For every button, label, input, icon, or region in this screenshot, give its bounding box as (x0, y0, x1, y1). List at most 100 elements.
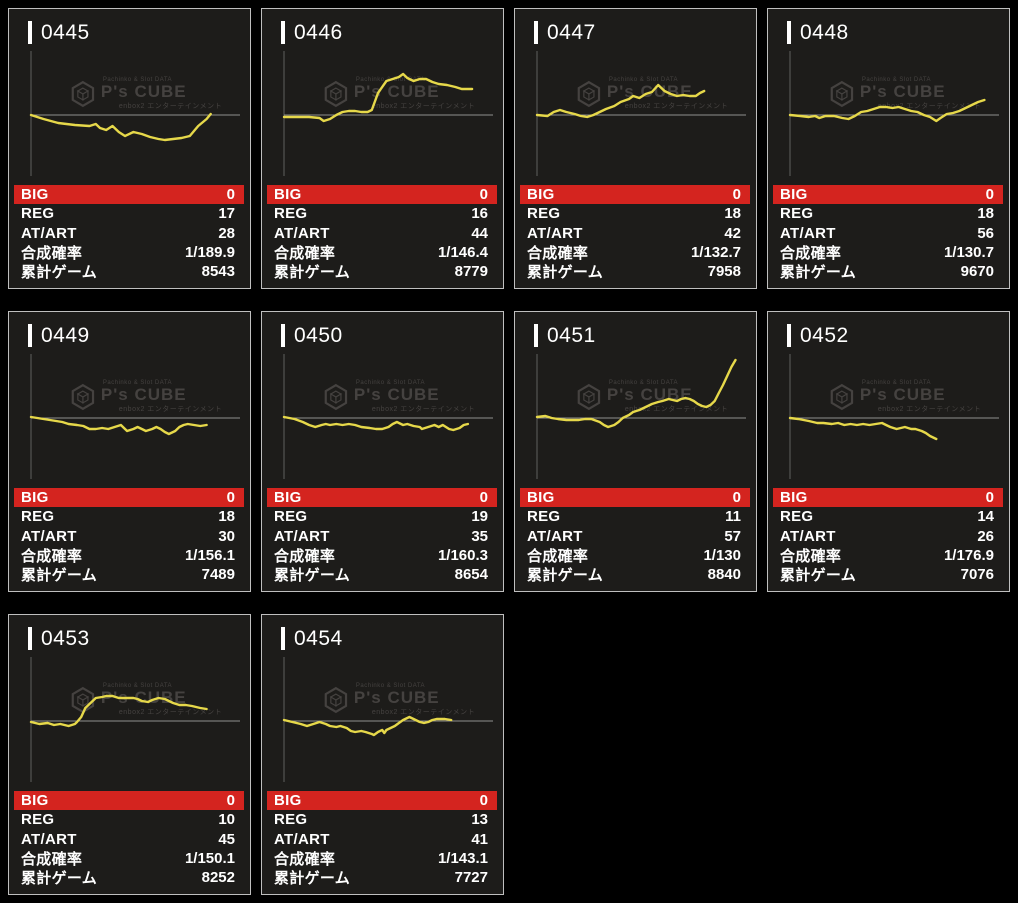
machine-card[interactable]: 0448 Pachinko & Slot DATA P's CUBE enbox… (767, 8, 1010, 289)
stats-row-big: BIG 0 (267, 791, 497, 811)
title-accent-bar (281, 627, 285, 650)
stats-row-reg: REG 19 (267, 507, 497, 526)
stat-value-big: 0 (985, 489, 994, 507)
slump-line (282, 415, 470, 432)
stat-value-games: 7489 (201, 566, 235, 584)
title-accent-bar (28, 627, 32, 650)
stat-value-big: 0 (226, 186, 235, 204)
stat-value-rate: 1/160.3 (437, 547, 488, 565)
stat-label-reg: REG (780, 508, 814, 526)
stats-table: BIG 0 REG 14 AT/ART 26 合成確率 1/176.9 累計ゲー… (773, 488, 1003, 584)
stat-value-games: 8252 (201, 869, 235, 887)
stat-value-rate: 1/143.1 (437, 850, 488, 868)
slump-graph: Pachinko & Slot DATA P's CUBE enbox2 エンタ… (515, 350, 756, 485)
stats-row-big: BIG 0 (520, 488, 750, 508)
slump-graph: Pachinko & Slot DATA P's CUBE enbox2 エンタ… (768, 47, 1009, 182)
machine-card[interactable]: 0454 Pachinko & Slot DATA P's CUBE enbox… (261, 614, 504, 895)
watermark-brand: P's CUBE (859, 385, 946, 404)
slump-line (29, 694, 208, 728)
stats-row-games: 累計ゲーム 8252 (14, 868, 244, 887)
machine-card[interactable]: 0447 Pachinko & Slot DATA P's CUBE enbox… (514, 8, 757, 289)
machine-number: 0451 (547, 324, 596, 347)
machine-card[interactable]: 0449 Pachinko & Slot DATA P's CUBE enbox… (8, 311, 251, 592)
watermark-tagline-top: Pachinko & Slot DATA (861, 77, 932, 83)
stat-label-reg: REG (274, 205, 308, 223)
ps-cube-logo-icon (830, 383, 853, 411)
stats-row-rate: 合成確率 1/132.7 (520, 243, 750, 262)
slump-chart-svg (788, 354, 999, 479)
stats-row-reg: REG 14 (773, 507, 1003, 526)
stats-row-games: 累計ゲーム 7076 (773, 565, 1003, 584)
watermark-brand: P's CUBE (353, 385, 440, 404)
title-accent-bar (28, 324, 32, 347)
ps-cube-watermark: Pachinko & Slot DATA P's CUBE enbox2 エンタ… (828, 77, 981, 111)
stats-row-atart: AT/ART 28 (14, 224, 244, 243)
machine-card[interactable]: 0446 Pachinko & Slot DATA P's CUBE enbox… (261, 8, 504, 289)
stat-label-rate: 合成確率 (21, 548, 83, 566)
stat-value-reg: 18 (218, 508, 235, 526)
watermark-brand: P's CUBE (100, 82, 187, 101)
machine-title: 0446 (281, 21, 343, 44)
stat-value-big: 0 (226, 792, 235, 810)
stats-row-big: BIG 0 (267, 185, 497, 205)
ps-cube-logo-icon (324, 686, 347, 714)
slump-chart-svg (29, 51, 240, 176)
ps-cube-logo-icon (577, 383, 600, 411)
machine-card[interactable]: 0450 Pachinko & Slot DATA P's CUBE enbox… (261, 311, 504, 592)
stat-label-games: 累計ゲーム (527, 567, 604, 585)
stat-value-reg: 19 (471, 508, 488, 526)
stat-value-atart: 56 (977, 224, 994, 242)
stat-label-games: 累計ゲーム (780, 567, 857, 585)
stats-row-reg: REG 17 (14, 204, 244, 223)
watermark-tagline-bottom: enbox2 エンターテインメント (118, 103, 223, 110)
stats-table: BIG 0 REG 11 AT/ART 57 合成確率 1/130 累計ゲーム … (520, 488, 750, 584)
stats-table: BIG 0 REG 17 AT/ART 28 合成確率 1/189.9 累計ゲー… (14, 185, 244, 281)
stats-row-reg: REG 16 (267, 204, 497, 223)
machine-title: 0454 (281, 627, 343, 650)
watermark-brand: P's CUBE (100, 688, 187, 707)
ps-cube-logo-icon (830, 80, 853, 108)
watermark-tagline-top: Pachinko & Slot DATA (861, 380, 932, 386)
watermark-text: Pachinko & Slot DATA P's CUBE enbox2 エンタ… (101, 683, 222, 717)
slump-graph: Pachinko & Slot DATA P's CUBE enbox2 エンタ… (515, 47, 756, 182)
slump-graph: Pachinko & Slot DATA P's CUBE enbox2 エンタ… (262, 47, 503, 182)
stats-row-games: 累計ゲーム 8654 (267, 565, 497, 584)
stat-label-atart: AT/ART (274, 527, 330, 545)
stat-value-atart: 26 (977, 527, 994, 545)
stat-value-rate: 1/189.9 (184, 244, 235, 262)
machine-number: 0446 (294, 21, 343, 44)
stats-row-atart: AT/ART 57 (520, 527, 750, 546)
slump-line (29, 415, 208, 436)
stats-row-games: 累計ゲーム 7958 (520, 262, 750, 281)
slump-line (788, 98, 986, 123)
stat-label-atart: AT/ART (21, 527, 77, 545)
machine-card[interactable]: 0445 Pachinko & Slot DATA P's CUBE enbox… (8, 8, 251, 289)
title-accent-bar (534, 324, 538, 347)
stat-value-games: 8654 (454, 566, 488, 584)
machine-title: 0452 (787, 324, 849, 347)
machine-number: 0449 (41, 324, 90, 347)
machine-number: 0453 (41, 627, 90, 650)
watermark-tagline-top: Pachinko & Slot DATA (355, 683, 426, 689)
stat-label-reg: REG (21, 508, 55, 526)
slump-line (282, 72, 474, 123)
machine-card[interactable]: 0452 Pachinko & Slot DATA P's CUBE enbox… (767, 311, 1010, 592)
stat-value-atart: 44 (471, 224, 488, 242)
stats-row-big: BIG 0 (14, 791, 244, 811)
stat-label-games: 累計ゲーム (21, 870, 98, 888)
slump-line (788, 416, 938, 441)
machine-card[interactable]: 0451 Pachinko & Slot DATA P's CUBE enbox… (514, 311, 757, 592)
machine-card[interactable]: 0453 Pachinko & Slot DATA P's CUBE enbox… (8, 614, 251, 895)
stats-row-rate: 合成確率 1/189.9 (14, 243, 244, 262)
ps-cube-logo-icon (71, 80, 94, 108)
stats-row-games: 累計ゲーム 8779 (267, 262, 497, 281)
stats-row-big: BIG 0 (773, 488, 1003, 508)
stat-value-big: 0 (732, 489, 741, 507)
stats-row-atart: AT/ART 45 (14, 830, 244, 849)
stat-label-atart: AT/ART (274, 224, 330, 242)
slump-graph: Pachinko & Slot DATA P's CUBE enbox2 エンタ… (9, 47, 250, 182)
watermark-tagline-bottom: enbox2 エンターテインメント (877, 406, 982, 413)
stat-value-games: 8543 (201, 263, 235, 281)
stat-value-games: 8779 (454, 263, 488, 281)
watermark-tagline-top: Pachinko & Slot DATA (608, 77, 679, 83)
